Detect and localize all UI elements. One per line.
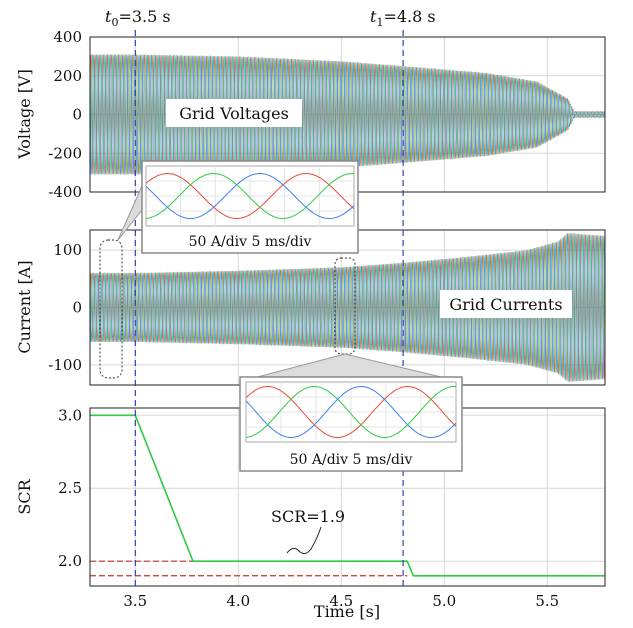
current-ylabel: Current [A] (15, 260, 34, 353)
scr-y-tick-label: 2.0 (58, 552, 82, 570)
scr-y-tick-label: 2.5 (58, 479, 82, 497)
inset-phase-c (245, 386, 457, 438)
voltage-ylabel: Voltage [V] (15, 69, 34, 160)
inset-right-label: 50 A/div 5 ms/div (290, 452, 413, 468)
scr-xlabel: Time [s] (314, 602, 380, 621)
zoom-window-left (99, 239, 123, 379)
y-tick-label: 200 (53, 67, 82, 85)
inset-left: 50 A/div 5 ms/div (117, 160, 359, 254)
y-tick-label: 0 (72, 106, 82, 124)
inset-phase-a (145, 173, 355, 219)
scr-ylabel: SCR (15, 478, 34, 514)
phase-a-waveform (90, 232, 605, 383)
inset-phase-b (145, 172, 355, 220)
current-ticks: 100 0 -100 (48, 241, 82, 374)
current-annotation: Grid Currents (449, 295, 562, 314)
x-tick-label: 3.5 (123, 592, 147, 610)
y-tick-label: 400 (53, 28, 82, 46)
voltage-annotation-bg (166, 99, 302, 127)
voltage-ticks: 400 200 0 -200 -400 (48, 28, 82, 201)
y-tick-label: 100 (53, 241, 82, 259)
y-tick-label: -100 (48, 356, 82, 374)
scr-yticks: 3.0 2.5 2.0 (58, 406, 82, 570)
time-markers (134, 30, 404, 586)
inset-left-label: 50 A/div 5 ms/div (189, 234, 312, 250)
scr-y-tick-label: 3.0 (58, 406, 82, 424)
inset-left-waves (145, 166, 355, 226)
y-tick-label: -400 (48, 183, 82, 201)
inset-right: 50 A/div 5 ms/div (239, 353, 463, 472)
t1-label: t1=4.8 s (370, 7, 436, 29)
y-tick-label: -200 (48, 144, 82, 162)
y-tick-label: 0 (72, 299, 82, 317)
current-annotation-bg (440, 290, 572, 318)
scr-line (90, 414, 605, 577)
x-tick-label: 5.0 (432, 592, 456, 610)
x-tick-label: 5.5 (535, 592, 559, 610)
inset-phase-a (245, 386, 457, 438)
inset-right-waves (245, 382, 457, 442)
inset-phase-c (145, 173, 355, 219)
scr-xticks: 3.5 4.0 4.5 5.0 5.5 (123, 592, 559, 610)
voltage-annotation: Grid Voltages (179, 104, 289, 123)
scr-annotation: SCR=1.9 (271, 507, 345, 526)
zoom-window-right (334, 257, 356, 355)
scr-annotation-pointer (286, 526, 322, 555)
t0-label: t0=3.5 s (105, 7, 171, 29)
inset-phase-b (245, 385, 457, 439)
x-tick-label: 4.0 (226, 592, 250, 610)
scr-series (90, 414, 605, 577)
x-tick-label: 4.5 (329, 592, 353, 610)
phase-b-waveform (90, 233, 605, 382)
